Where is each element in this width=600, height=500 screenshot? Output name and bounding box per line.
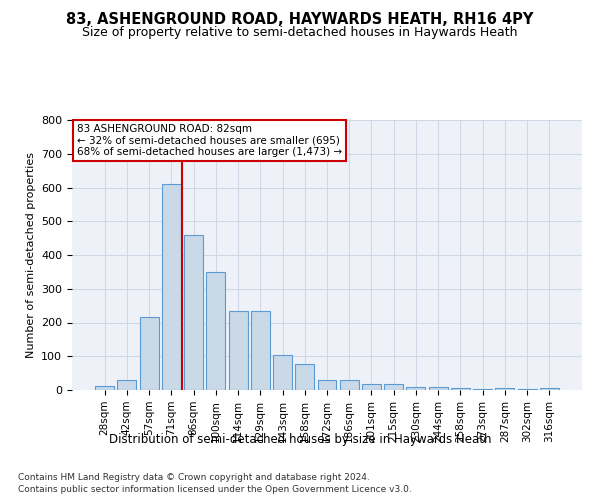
Text: 83 ASHENGROUND ROAD: 82sqm
← 32% of semi-detached houses are smaller (695)
68% o: 83 ASHENGROUND ROAD: 82sqm ← 32% of semi… (77, 124, 342, 157)
Bar (473, 389, 492, 390)
Bar (406, 386, 425, 390)
Bar (118, 380, 136, 390)
Text: Contains HM Land Registry data © Crown copyright and database right 2024.: Contains HM Land Registry data © Crown c… (18, 472, 370, 482)
Bar (229, 312, 248, 390)
Bar (496, 388, 514, 390)
Text: 83, ASHENGROUND ROAD, HAYWARDS HEATH, RH16 4PY: 83, ASHENGROUND ROAD, HAYWARDS HEATH, RH… (67, 12, 533, 28)
Bar (451, 388, 470, 390)
Bar (429, 388, 448, 390)
Bar (295, 364, 314, 390)
Bar (384, 384, 403, 390)
Bar (206, 272, 225, 390)
Bar (140, 318, 158, 390)
Bar (251, 312, 270, 390)
Bar (273, 355, 292, 390)
Bar (362, 384, 381, 390)
Text: Distribution of semi-detached houses by size in Haywards Heath: Distribution of semi-detached houses by … (109, 432, 491, 446)
Bar (317, 380, 337, 390)
Bar (184, 235, 203, 390)
Y-axis label: Number of semi-detached properties: Number of semi-detached properties (26, 152, 35, 358)
Text: Contains public sector information licensed under the Open Government Licence v3: Contains public sector information licen… (18, 485, 412, 494)
Bar (540, 388, 559, 390)
Bar (518, 389, 536, 390)
Bar (340, 380, 359, 390)
Text: Size of property relative to semi-detached houses in Haywards Heath: Size of property relative to semi-detach… (82, 26, 518, 39)
Bar (95, 386, 114, 390)
Bar (162, 184, 181, 390)
